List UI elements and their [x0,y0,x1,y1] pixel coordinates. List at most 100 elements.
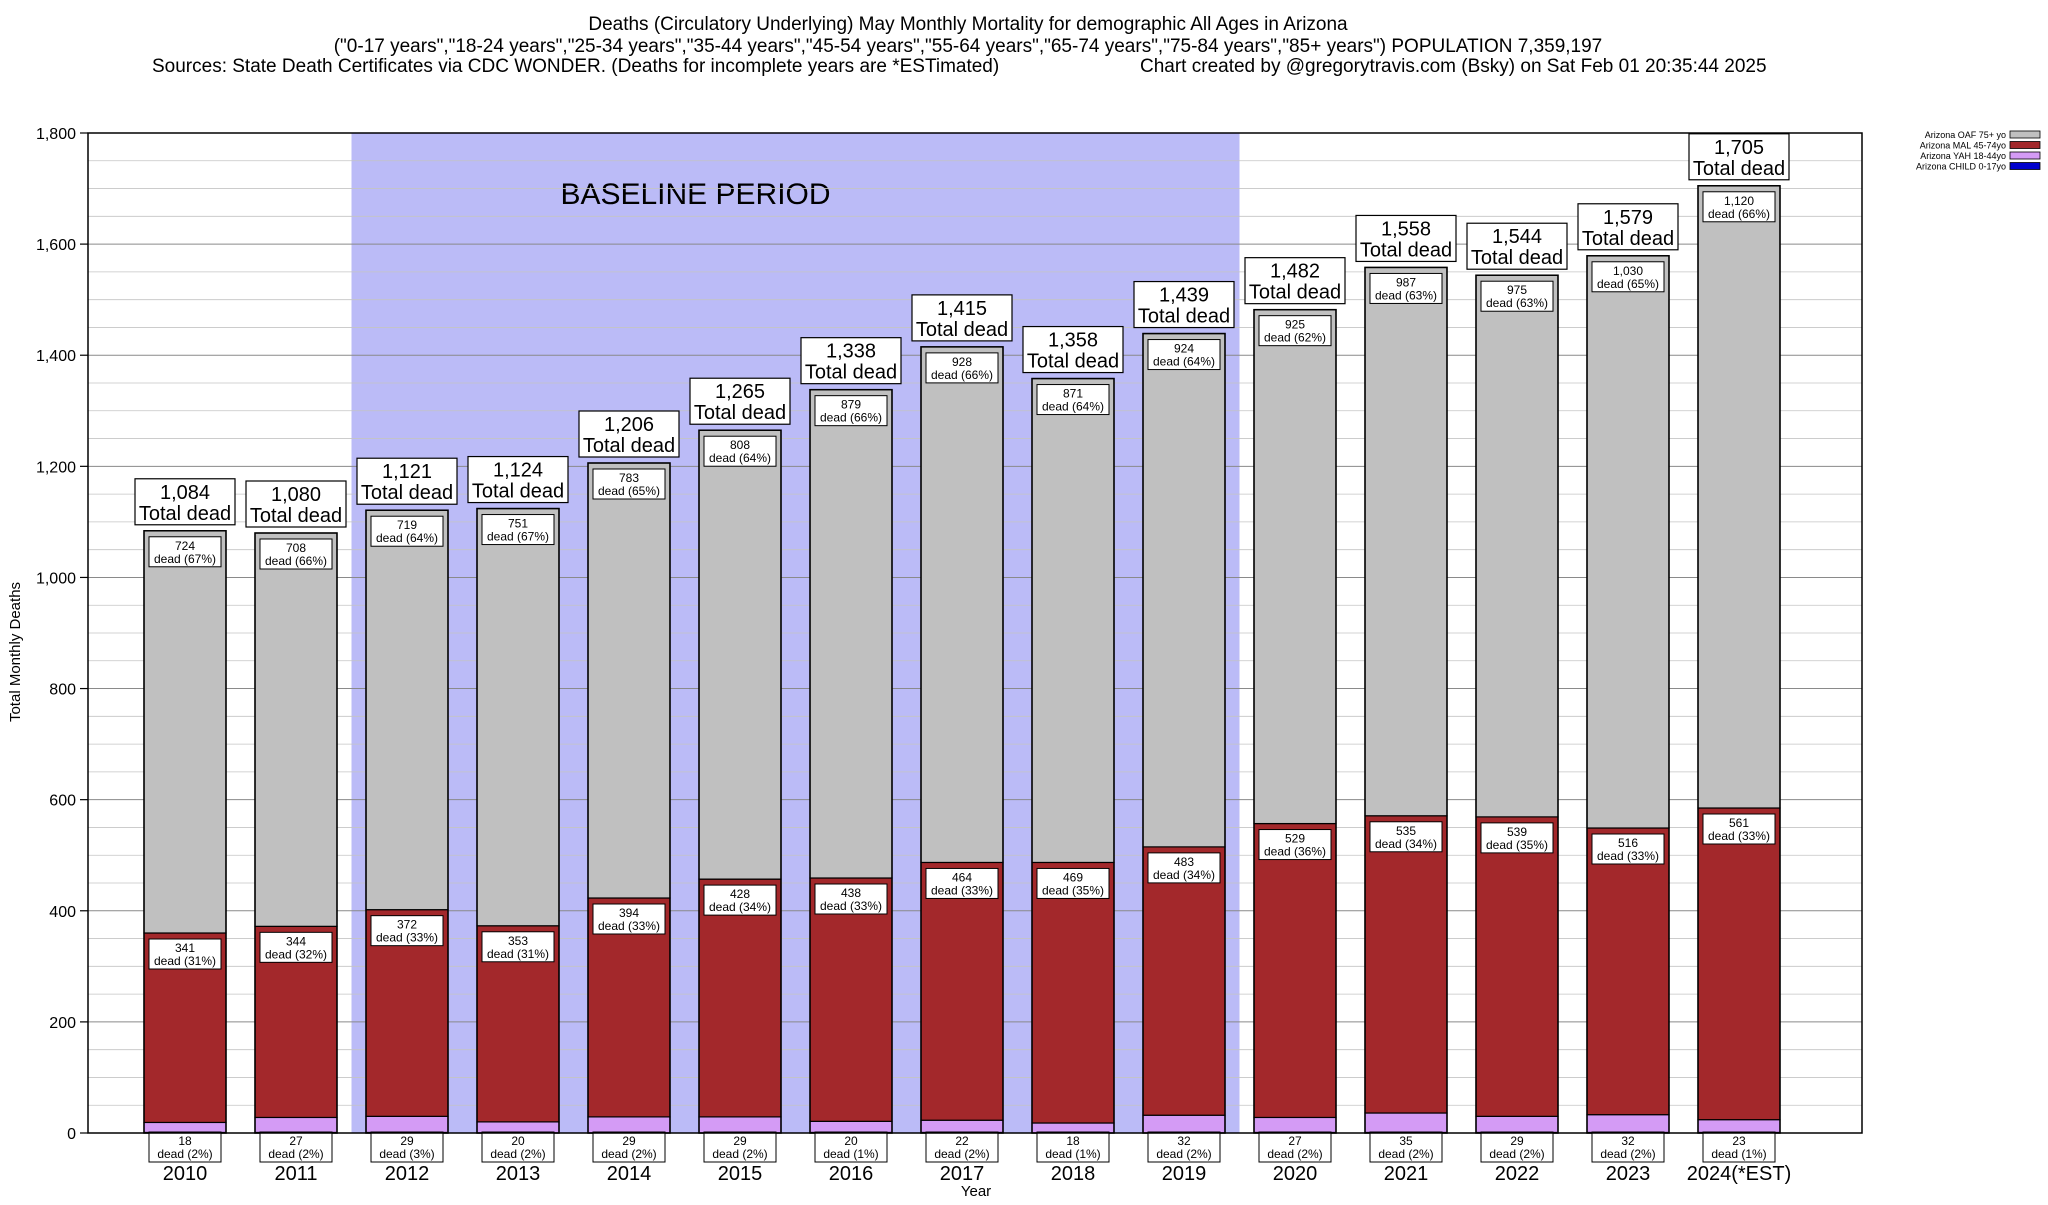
total-label-value: 1,206 [604,414,654,436]
bar-segment [143,530,227,934]
segment-label-value: 561 [1729,816,1749,830]
total-label-text: Total dead [694,402,786,424]
segment-label-pct: dead (3%) [379,1147,434,1161]
segment-label-value: 529 [1285,832,1305,846]
total-label-value: 1,265 [715,381,765,403]
segment-label-box [148,938,222,970]
total-label-text: Total dead [1471,247,1563,269]
total-label-text: Total dead [1249,282,1341,304]
segment-label-value: 394 [619,906,639,920]
total-label-value: 1,084 [160,482,210,504]
segment-label-box [703,435,777,467]
segment-label-pct: dead (64%) [376,531,438,545]
total-label-value: 1,415 [937,298,987,320]
segment-label-pct: dead (33%) [931,883,993,897]
segment-label-value: 483 [1174,855,1194,869]
segment-label-pct: dead (2%) [1600,1147,1655,1161]
segment-label-pct: dead (1%) [1045,1147,1100,1161]
segment-label-box [1369,1131,1443,1163]
y-tick-label: 0 [67,1126,76,1143]
segment-label-pct: dead (36%) [1264,845,1326,859]
total-label-box [1133,280,1235,329]
segment-label-value: 372 [397,918,417,932]
segment-label-pct: dead (34%) [709,900,771,914]
total-label-value: 1,358 [1048,330,1098,352]
segment-label-value: 516 [1618,836,1638,850]
x-tick-label: 2019 [1162,1163,1207,1185]
y-tick-label: 600 [49,793,76,810]
segment-label-pct: dead (31%) [487,947,549,961]
segment-label-pct: dead (2%) [934,1147,989,1161]
plot-frame [87,132,1863,1134]
bar-segment [809,1120,893,1134]
bar-segment [1586,1114,1670,1134]
bar-segment [1586,827,1670,1116]
segment-label-pct: dead (2%) [1267,1147,1322,1161]
x-tick-label: 2011 [274,1163,317,1185]
bar-segment [365,1115,449,1134]
y-tick-label: 1,200 [36,459,76,476]
segment-label-box [1036,1131,1110,1163]
segment-label-pct: dead (65%) [598,484,660,498]
x-tick-label: 2020 [1273,1163,1318,1185]
x-tick-label: 2014 [607,1163,652,1185]
segment-label-value: 928 [952,355,972,369]
segment-label-pct: dead (2%) [1489,1147,1544,1161]
segment-label-pct: dead (67%) [487,530,549,544]
total-label-text: Total dead [361,482,453,504]
segment-label-pct: dead (33%) [1597,849,1659,863]
segment-label-pct: dead (34%) [1153,868,1215,882]
segment-label-box [1258,315,1332,347]
segment-label-pct: dead (1%) [823,1147,878,1161]
segment-label-value: 808 [730,438,750,452]
segment-label-box [925,352,999,384]
segment-label-pct: dead (2%) [601,1147,656,1161]
bar-segment [809,877,893,1122]
segment-label-pct: dead (62%) [1264,331,1326,345]
segment-label-box [259,1131,333,1163]
segment-label-box [814,395,888,427]
segment-label-value: 344 [286,934,306,948]
y-tick-label: 1,400 [36,348,76,365]
legend-swatch [2009,130,2041,139]
segment-label-box [1369,272,1443,304]
total-label-value: 1,338 [826,341,876,363]
legend-label: Arizona MAL 45-74yo [1920,141,2006,151]
bar-segment [1031,377,1115,864]
segment-label-value: 719 [397,518,417,532]
legend-swatch [2009,162,2041,170]
chart-source-text: Sources: State Death Certificates via CD… [152,56,999,77]
segment-label-value: 783 [619,471,639,485]
bar-segment [1142,846,1226,1116]
bar-segment [1253,1116,1337,1134]
segment-label-box [1702,1131,1776,1163]
total-label-value: 1,705 [1714,137,1764,159]
bar-segment [1142,332,1226,848]
legend-label: Arizona YAH 18-44yo [1920,151,2006,161]
segment-label-value: 23 [1732,1134,1746,1148]
segment-label-value: 438 [841,886,861,900]
x-tick-label: 2023 [1606,1163,1651,1185]
segment-label-pct: dead (66%) [931,368,993,382]
segment-label-value: 535 [1396,824,1416,838]
bar-segment [143,1121,227,1134]
total-label-text: Total dead [805,362,897,384]
segment-label-box [259,538,333,570]
bar-segment [1253,822,1337,1119]
segment-label-pct: dead (66%) [1708,207,1770,221]
segment-label-pct: dead (66%) [265,554,327,568]
segment-label-box [1591,261,1665,293]
total-label-text: Total dead [250,505,342,527]
segment-label-box [814,1131,888,1163]
total-label-box [245,480,347,528]
bar-segment [1364,815,1448,1114]
x-tick-label: 2010 [163,1163,208,1185]
segment-label-value: 879 [841,398,861,412]
bar-segment [920,346,1004,864]
segment-label-box [592,1131,666,1163]
bar-segment [920,861,1004,1121]
segment-label-box [481,1131,555,1163]
segment-label-value: 724 [175,539,195,553]
